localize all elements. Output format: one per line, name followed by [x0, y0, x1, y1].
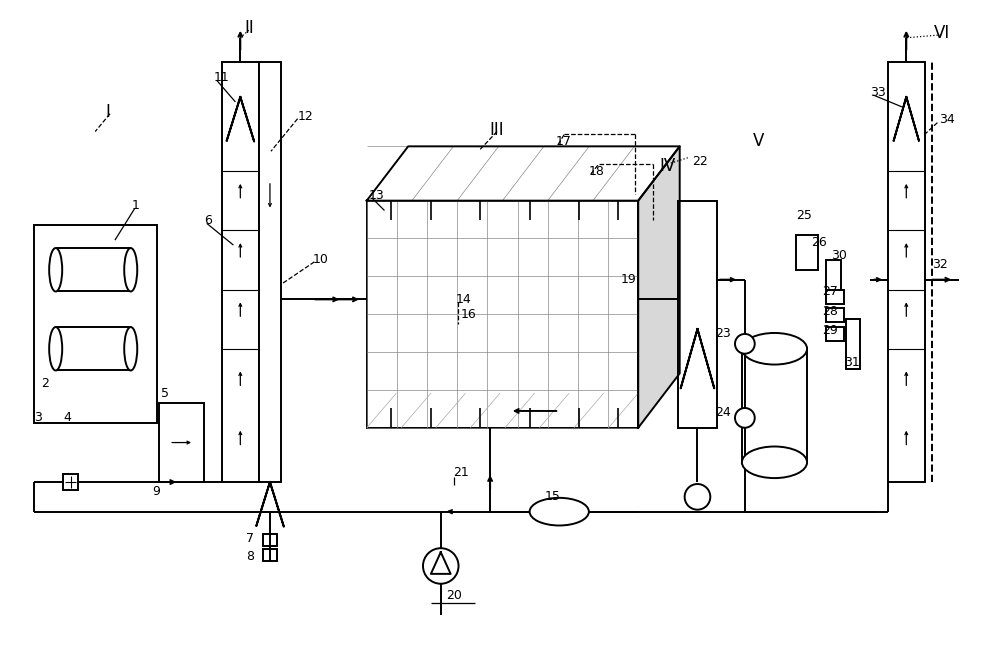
Text: 3: 3 [34, 411, 42, 424]
Text: 30: 30 [831, 250, 847, 262]
Bar [263, 549, 277, 561]
Bar [259, 63, 281, 482]
Text: 15: 15 [544, 490, 560, 503]
Ellipse shape [124, 327, 137, 370]
Text: IV: IV [660, 157, 676, 175]
Text: 13: 13 [369, 189, 384, 202]
Ellipse shape [49, 327, 62, 370]
Bar [846, 319, 860, 368]
Text: 29: 29 [822, 324, 838, 337]
Text: 33: 33 [870, 86, 886, 99]
Text: 7: 7 [246, 532, 254, 545]
Text: V: V [753, 132, 764, 150]
Bar [263, 534, 277, 546]
Bar [826, 260, 841, 289]
Text: 10: 10 [312, 254, 328, 266]
Polygon shape [431, 552, 451, 574]
Text: 9: 9 [152, 486, 160, 498]
Circle shape [685, 484, 710, 509]
Ellipse shape [530, 498, 589, 525]
Text: 2: 2 [41, 377, 49, 390]
Polygon shape [893, 97, 919, 142]
Text: 31: 31 [844, 356, 859, 369]
Bar [678, 200, 717, 428]
Text: 6: 6 [204, 214, 212, 227]
Text: 24: 24 [715, 407, 731, 419]
Bar [222, 63, 259, 482]
Text: VI: VI [934, 24, 950, 42]
Text: 8: 8 [246, 550, 254, 563]
Text: 22: 22 [693, 155, 708, 167]
Text: 17: 17 [555, 135, 571, 148]
Bar [888, 63, 925, 482]
Circle shape [735, 408, 755, 428]
Bar [796, 235, 818, 270]
Bar [63, 474, 78, 490]
Text: 23: 23 [715, 328, 731, 341]
Polygon shape [681, 329, 714, 388]
Ellipse shape [124, 248, 137, 291]
Ellipse shape [742, 447, 807, 478]
Text: 18: 18 [589, 165, 605, 177]
Bar [826, 327, 844, 341]
Text: III: III [490, 121, 504, 138]
Text: 32: 32 [932, 258, 948, 272]
Ellipse shape [742, 333, 807, 364]
Text: 26: 26 [811, 236, 827, 248]
Text: II: II [244, 19, 254, 37]
Circle shape [735, 334, 755, 354]
Text: 25: 25 [796, 209, 812, 222]
Text: 1: 1 [132, 199, 140, 212]
Text: 20: 20 [446, 589, 462, 602]
Polygon shape [227, 97, 254, 142]
Text: 28: 28 [822, 304, 838, 318]
Text: 21: 21 [454, 466, 469, 478]
Text: 27: 27 [822, 285, 838, 298]
Text: 4: 4 [64, 411, 71, 424]
Bar [34, 225, 157, 423]
Text: I: I [106, 103, 110, 121]
Text: 14: 14 [456, 293, 471, 306]
Text: 5: 5 [161, 387, 169, 400]
Text: 19: 19 [620, 273, 636, 286]
Text: 16: 16 [461, 308, 476, 321]
Ellipse shape [49, 248, 62, 291]
Text: 12: 12 [298, 110, 313, 123]
Text: 34: 34 [939, 113, 955, 126]
Bar [826, 308, 844, 322]
Text: 11: 11 [214, 71, 229, 84]
Polygon shape [256, 482, 284, 527]
Polygon shape [638, 146, 680, 428]
Bar [367, 200, 638, 428]
Bar [826, 291, 844, 304]
Circle shape [423, 548, 459, 584]
Polygon shape [367, 146, 680, 200]
Bar [159, 403, 204, 482]
